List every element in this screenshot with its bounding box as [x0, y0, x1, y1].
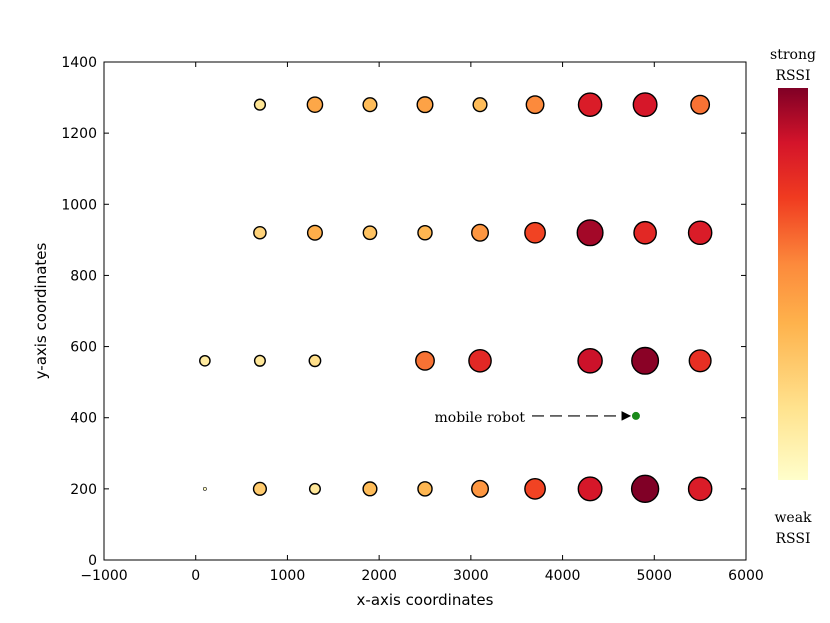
- data-point-27: [252, 481, 267, 496]
- data-point-3: [416, 96, 434, 114]
- data-point-29: [362, 481, 378, 497]
- y-tick-label-0: 0: [88, 553, 97, 569]
- data-point-17: [687, 220, 713, 246]
- rssi-colorbar: strong RSSI weak RSSI: [770, 47, 816, 547]
- data-point-5: [525, 95, 545, 115]
- data-point-22: [468, 348, 492, 373]
- y-axis-ticks: 0 200 400 600 800 1000 1200 1400: [61, 55, 746, 569]
- data-point-2: [362, 97, 378, 113]
- x-tick-label-6: 5000: [636, 568, 672, 584]
- x-axis-ticks: −1000 0 1000 2000 3000 4000 5000 6000: [80, 62, 764, 584]
- data-point-0: [253, 98, 267, 111]
- x-axis-title: x-axis coordinates: [357, 591, 494, 609]
- data-point-19: [253, 354, 266, 367]
- data-point-14: [524, 221, 546, 244]
- y-tick-label-7: 1400: [61, 55, 97, 71]
- data-point-10: [306, 224, 323, 241]
- data-points: [199, 92, 713, 504]
- y-tick-label-6: 1200: [61, 126, 97, 142]
- y-axis-title: y-axis coordinates: [32, 242, 50, 379]
- data-point-28: [308, 482, 321, 495]
- data-point-30: [417, 481, 433, 497]
- y-tick-label-5: 1000: [61, 197, 97, 213]
- data-point-35: [687, 476, 713, 502]
- x-tick-label-7: 6000: [728, 568, 764, 584]
- data-point-25: [688, 349, 712, 373]
- colorbar-bottom-label-line1: weak: [774, 510, 812, 526]
- y-tick-label-1: 200: [70, 482, 97, 498]
- y-tick-label-3: 600: [70, 340, 97, 356]
- data-point-1: [306, 96, 324, 113]
- data-point-15: [576, 219, 604, 247]
- data-point-21: [415, 350, 435, 371]
- data-point-13: [471, 223, 490, 242]
- data-point-9: [253, 225, 267, 240]
- x-tick-label-5: 4000: [545, 568, 581, 584]
- data-point-20: [308, 354, 322, 368]
- mobile-robot-annotation: mobile robot: [435, 410, 640, 426]
- data-point-16: [633, 220, 657, 245]
- data-point-8: [690, 94, 711, 115]
- data-point-4: [472, 97, 488, 113]
- data-point-11: [362, 225, 378, 241]
- data-point-7: [632, 92, 658, 118]
- y-tick-label-2: 400: [70, 411, 97, 427]
- x-tick-label-0: −1000: [80, 568, 127, 584]
- x-tick-label-1: 0: [191, 568, 200, 584]
- data-point-34: [630, 474, 660, 504]
- x-tick-label-4: 3000: [453, 568, 489, 584]
- data-point-26: [202, 486, 207, 491]
- colorbar-top-label-line2: RSSI: [775, 68, 810, 84]
- data-point-24: [631, 346, 660, 375]
- data-point-31: [471, 479, 490, 498]
- x-tick-label-2: 1000: [270, 568, 306, 584]
- data-point-33: [577, 476, 603, 502]
- data-point-18: [199, 354, 211, 367]
- data-point-32: [524, 477, 546, 500]
- mobile-robot-marker: [631, 411, 640, 420]
- colorbar-bottom-label-line2: RSSI: [775, 531, 810, 547]
- plot-area-frame: [103, 61, 747, 561]
- mobile-robot-label: mobile robot: [435, 410, 526, 426]
- y-tick-label-4: 800: [70, 268, 97, 284]
- colorbar-gradient: [778, 88, 808, 480]
- data-point-12: [417, 225, 433, 241]
- x-tick-label-3: 2000: [361, 568, 397, 584]
- colorbar-top-label-line1: strong: [770, 47, 816, 63]
- data-point-6: [577, 92, 603, 117]
- data-point-23: [577, 348, 603, 374]
